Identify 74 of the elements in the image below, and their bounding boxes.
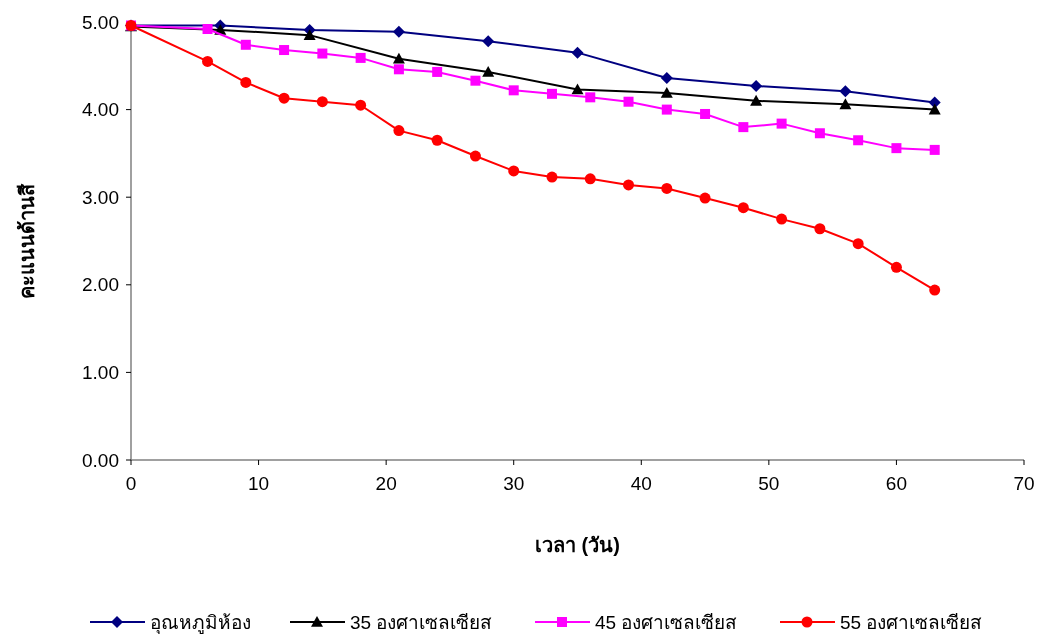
point bbox=[585, 92, 596, 103]
point bbox=[508, 85, 519, 96]
point bbox=[853, 135, 864, 146]
point bbox=[839, 98, 852, 110]
y-tick-label: 0.00 bbox=[82, 449, 119, 471]
point bbox=[393, 125, 405, 137]
point bbox=[839, 85, 852, 98]
point bbox=[814, 128, 825, 139]
y-tick-label: 3.00 bbox=[82, 186, 119, 208]
point bbox=[316, 96, 328, 108]
point bbox=[661, 182, 673, 194]
y-axis-title: คะแนนด้านสี bbox=[16, 182, 38, 299]
point bbox=[303, 29, 316, 40]
point bbox=[890, 261, 902, 273]
x-tick-label: 60 bbox=[885, 473, 907, 494]
point bbox=[776, 213, 788, 225]
point bbox=[891, 143, 902, 154]
legend-label: 35 องศาเซลเซียส bbox=[350, 611, 493, 633]
point bbox=[546, 171, 558, 183]
point bbox=[470, 75, 481, 86]
y-tick-label: 4.00 bbox=[82, 99, 119, 121]
point bbox=[546, 88, 557, 99]
x-tick-label: 30 bbox=[503, 473, 525, 494]
point bbox=[392, 52, 405, 64]
x-tick-label: 50 bbox=[758, 473, 780, 494]
point bbox=[279, 45, 290, 56]
point bbox=[240, 39, 251, 50]
point bbox=[750, 79, 763, 92]
point bbox=[750, 94, 763, 106]
point bbox=[852, 238, 864, 250]
point bbox=[571, 46, 584, 59]
x-tick-label: 10 bbox=[248, 473, 270, 494]
point bbox=[661, 104, 672, 115]
legend-label: 55 องศาเซลเซียส bbox=[840, 611, 983, 633]
point bbox=[482, 35, 495, 48]
point bbox=[737, 202, 749, 214]
point bbox=[392, 25, 405, 38]
point bbox=[660, 72, 673, 85]
point bbox=[814, 223, 826, 235]
x-tick-label: 70 bbox=[1013, 473, 1035, 494]
legend-label: อุณหภูมิห้อง bbox=[150, 611, 251, 635]
point bbox=[431, 134, 443, 146]
point bbox=[355, 52, 366, 63]
y-tick-label: 1.00 bbox=[82, 362, 119, 384]
x-tick-label: 20 bbox=[375, 473, 397, 494]
point bbox=[929, 284, 941, 296]
point bbox=[482, 65, 495, 77]
point bbox=[278, 92, 290, 104]
x-axis-title: เวลา (วัน) bbox=[535, 534, 620, 556]
y-tick-label: 2.00 bbox=[82, 274, 119, 296]
point bbox=[623, 96, 634, 107]
point bbox=[776, 118, 787, 129]
point bbox=[393, 64, 404, 75]
point bbox=[432, 66, 443, 77]
legend-label: 45 องศาเซลเซียส bbox=[595, 611, 738, 633]
point bbox=[700, 108, 711, 119]
point bbox=[660, 86, 673, 98]
point bbox=[929, 144, 940, 155]
point bbox=[202, 24, 213, 35]
point bbox=[355, 99, 367, 111]
y-tick-label: 5.00 bbox=[82, 11, 119, 33]
point bbox=[508, 165, 520, 177]
point bbox=[317, 48, 328, 59]
point bbox=[623, 179, 635, 191]
point bbox=[202, 55, 214, 67]
x-tick-label: 0 bbox=[125, 473, 137, 494]
point bbox=[738, 122, 749, 133]
point bbox=[584, 173, 596, 185]
point bbox=[469, 150, 481, 162]
point bbox=[240, 76, 252, 88]
point bbox=[928, 103, 941, 115]
point bbox=[699, 192, 711, 204]
point bbox=[571, 83, 584, 95]
x-tick-label: 40 bbox=[630, 473, 652, 494]
